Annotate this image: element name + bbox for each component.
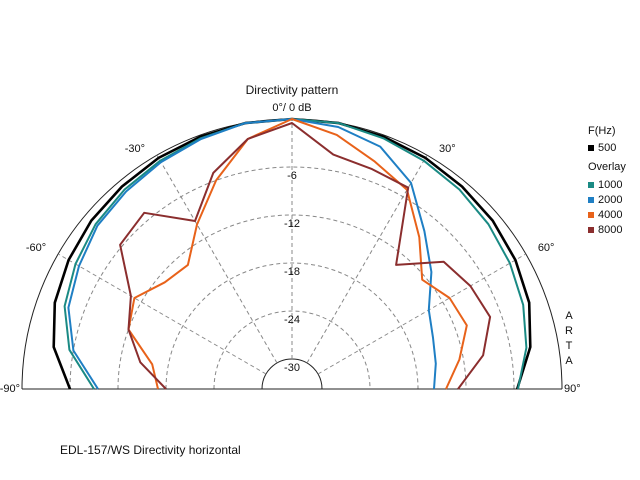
footer: EDL-157/WS Directivity horizontal [60,443,241,457]
r-tick-label: -12 [284,218,300,230]
spoke [317,253,527,375]
spoke [306,154,428,364]
r-tick-label: -30 [284,362,300,374]
legend-swatch [588,212,594,218]
overlay-title: Overlay [588,161,626,173]
ring [69,166,515,390]
theta-tick-label: -90° [0,383,20,395]
theta-tick-label: 90° [564,383,581,395]
theta-tick-label: 60° [538,242,555,254]
series-line [127,118,468,390]
legend-swatch [588,182,594,188]
r-tick-label: -24 [284,314,300,326]
legend-label: 8000 [598,224,622,236]
ring [261,358,323,390]
ring [165,262,419,390]
legend-label: 500 [598,142,616,154]
legend-swatch [588,145,594,151]
r-tick-label: -6 [287,170,297,182]
spoke [57,253,267,375]
legend-title: F(Hz) [588,125,616,137]
legend-label: 2000 [598,194,622,206]
legend-swatch [588,197,594,203]
theta-tick-label: -30° [125,143,145,155]
legend-label: 4000 [598,209,622,221]
theta-tick-label: 0°/ 0 dB [272,102,311,114]
spoke [156,154,278,364]
r-tick-label: -18 [284,266,300,278]
ring [213,310,371,390]
series-line [63,118,528,390]
watermark: ARTA [563,310,575,370]
chart-title: Directivity pattern [246,83,339,97]
legend-swatch [588,227,594,233]
series-line [67,118,437,390]
series-line [119,122,492,390]
theta-tick-label: -60° [26,242,46,254]
legend-label: 1000 [598,179,622,191]
theta-tick-label: 30° [439,143,456,155]
